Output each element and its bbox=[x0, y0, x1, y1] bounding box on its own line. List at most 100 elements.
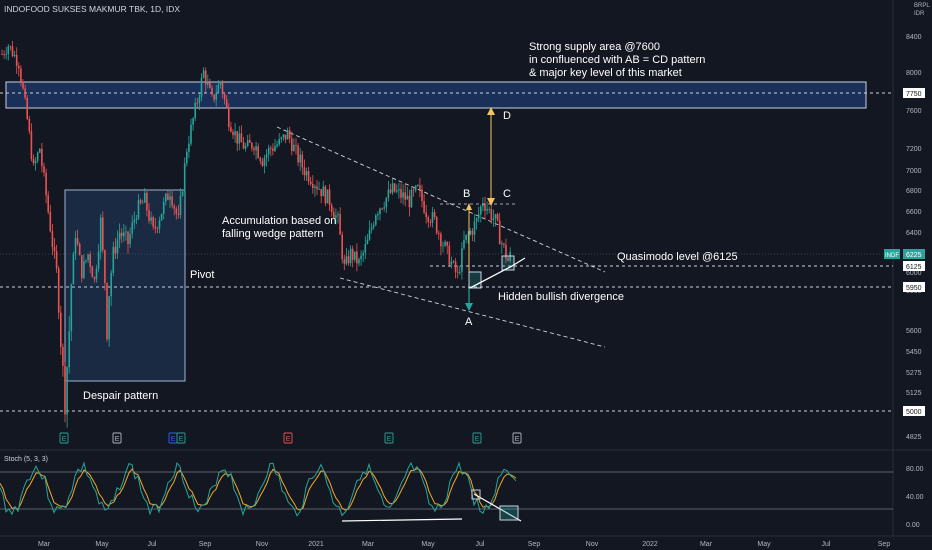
candle-body bbox=[215, 93, 217, 100]
candle-body bbox=[156, 228, 159, 229]
candle-body bbox=[278, 138, 280, 145]
price-tick-label: 5275 bbox=[906, 370, 922, 377]
earnings-event-icon[interactable] bbox=[384, 432, 394, 444]
candle-body bbox=[473, 221, 476, 235]
price-tick-label: 6400 bbox=[906, 230, 922, 237]
candle-body bbox=[223, 93, 226, 100]
time-tick-label: May bbox=[95, 541, 109, 548]
candle-body bbox=[431, 212, 434, 223]
candle-body bbox=[337, 213, 339, 216]
time-tick-label: 2022 bbox=[642, 541, 658, 548]
candle-body bbox=[251, 142, 253, 149]
candle-body bbox=[498, 220, 501, 245]
earnings-event-icon[interactable] bbox=[472, 432, 482, 444]
candle-body bbox=[49, 211, 52, 232]
candle-body bbox=[47, 195, 49, 212]
candle-body bbox=[81, 255, 83, 279]
candle-body bbox=[238, 133, 241, 144]
candle-body bbox=[404, 192, 406, 200]
price-tick-label: 5600 bbox=[906, 328, 922, 335]
last-price-label: 6225 bbox=[906, 252, 922, 259]
earnings-event-label: E bbox=[115, 436, 120, 443]
candle-body bbox=[202, 70, 205, 78]
candle-body bbox=[204, 70, 207, 85]
candle-body bbox=[200, 77, 203, 97]
candle-body bbox=[408, 195, 411, 208]
stoch-label: Stoch (5, 3, 3) bbox=[4, 456, 48, 463]
earnings-event-label: E bbox=[179, 436, 184, 443]
candle-body bbox=[144, 192, 146, 203]
earnings-event-icon[interactable] bbox=[112, 432, 122, 444]
candle-body bbox=[198, 96, 201, 103]
price-tick-label: 7200 bbox=[906, 146, 922, 153]
candle-body bbox=[43, 166, 45, 173]
ticker-badge bbox=[884, 249, 900, 259]
candle-body bbox=[133, 219, 136, 223]
candlestick-series bbox=[1, 40, 511, 428]
hidden-divergence-note: Hidden bullish divergence bbox=[498, 291, 624, 303]
candle-body bbox=[9, 46, 12, 48]
candle-body bbox=[368, 229, 371, 240]
candle-body bbox=[505, 244, 507, 259]
price-mark-label: 5000 bbox=[906, 409, 922, 416]
candle-body bbox=[177, 213, 180, 216]
point-d-label: D bbox=[503, 110, 511, 122]
candle-body bbox=[417, 185, 419, 187]
candle-body bbox=[454, 261, 457, 272]
candle-body bbox=[467, 234, 469, 236]
candle-body bbox=[253, 148, 255, 151]
price-tick-label: 7600 bbox=[906, 108, 922, 115]
candle-body bbox=[429, 221, 432, 223]
candle-body bbox=[228, 107, 230, 128]
time-tick-label: Sep bbox=[528, 541, 541, 548]
supply-zone bbox=[5, 81, 867, 109]
candle-body bbox=[194, 102, 196, 119]
candle-body bbox=[276, 144, 278, 147]
candle-body bbox=[76, 238, 79, 244]
candle-body bbox=[41, 148, 43, 167]
candle-body bbox=[127, 231, 129, 245]
candle-body bbox=[118, 232, 121, 240]
candle-body bbox=[496, 214, 499, 221]
earnings-event-icon[interactable] bbox=[59, 432, 69, 444]
price-tick-label: 5450 bbox=[906, 349, 922, 356]
candle-body bbox=[444, 241, 446, 246]
candle-body bbox=[165, 193, 167, 202]
candle-body bbox=[87, 254, 89, 261]
candle-body bbox=[486, 209, 488, 211]
candle-body bbox=[171, 196, 173, 206]
candle-body bbox=[53, 247, 56, 252]
price-mark-label: 5950 bbox=[906, 285, 922, 292]
axis-unit-line1: BRPL bbox=[914, 3, 930, 9]
candle-body bbox=[236, 131, 238, 144]
candle-body bbox=[234, 131, 236, 136]
candle-body bbox=[15, 54, 18, 66]
candle-body bbox=[385, 197, 388, 208]
candle-body bbox=[179, 195, 182, 216]
time-tick-label: Mar bbox=[700, 541, 713, 548]
candle-body bbox=[339, 213, 341, 235]
candle-body bbox=[370, 227, 373, 230]
earnings-event-icon[interactable] bbox=[283, 432, 293, 444]
candle-body bbox=[396, 190, 398, 192]
earnings-event-label: E bbox=[62, 436, 67, 443]
candle-body bbox=[62, 346, 64, 366]
candle-body bbox=[270, 147, 272, 149]
candle-body bbox=[148, 210, 150, 221]
stoch-k-line bbox=[0, 461, 517, 517]
candle-body bbox=[137, 200, 140, 219]
accumulation-note-line1: Accumulation based on bbox=[222, 215, 336, 227]
quasimodo-note: Quasimodo level @6125 bbox=[617, 251, 738, 263]
candle-body bbox=[274, 146, 276, 151]
candle-body bbox=[354, 251, 356, 260]
earnings-event-icon[interactable] bbox=[512, 432, 522, 444]
candle-body bbox=[183, 163, 186, 192]
candle-body bbox=[333, 212, 335, 218]
candle-body bbox=[169, 196, 171, 200]
time-tick-label: Mar bbox=[362, 541, 375, 548]
earnings-event-label: E bbox=[515, 436, 520, 443]
candle-body bbox=[345, 256, 348, 264]
price-mark-badge bbox=[903, 261, 925, 271]
candle-body bbox=[316, 186, 318, 190]
earnings-event-icon[interactable] bbox=[176, 432, 186, 444]
